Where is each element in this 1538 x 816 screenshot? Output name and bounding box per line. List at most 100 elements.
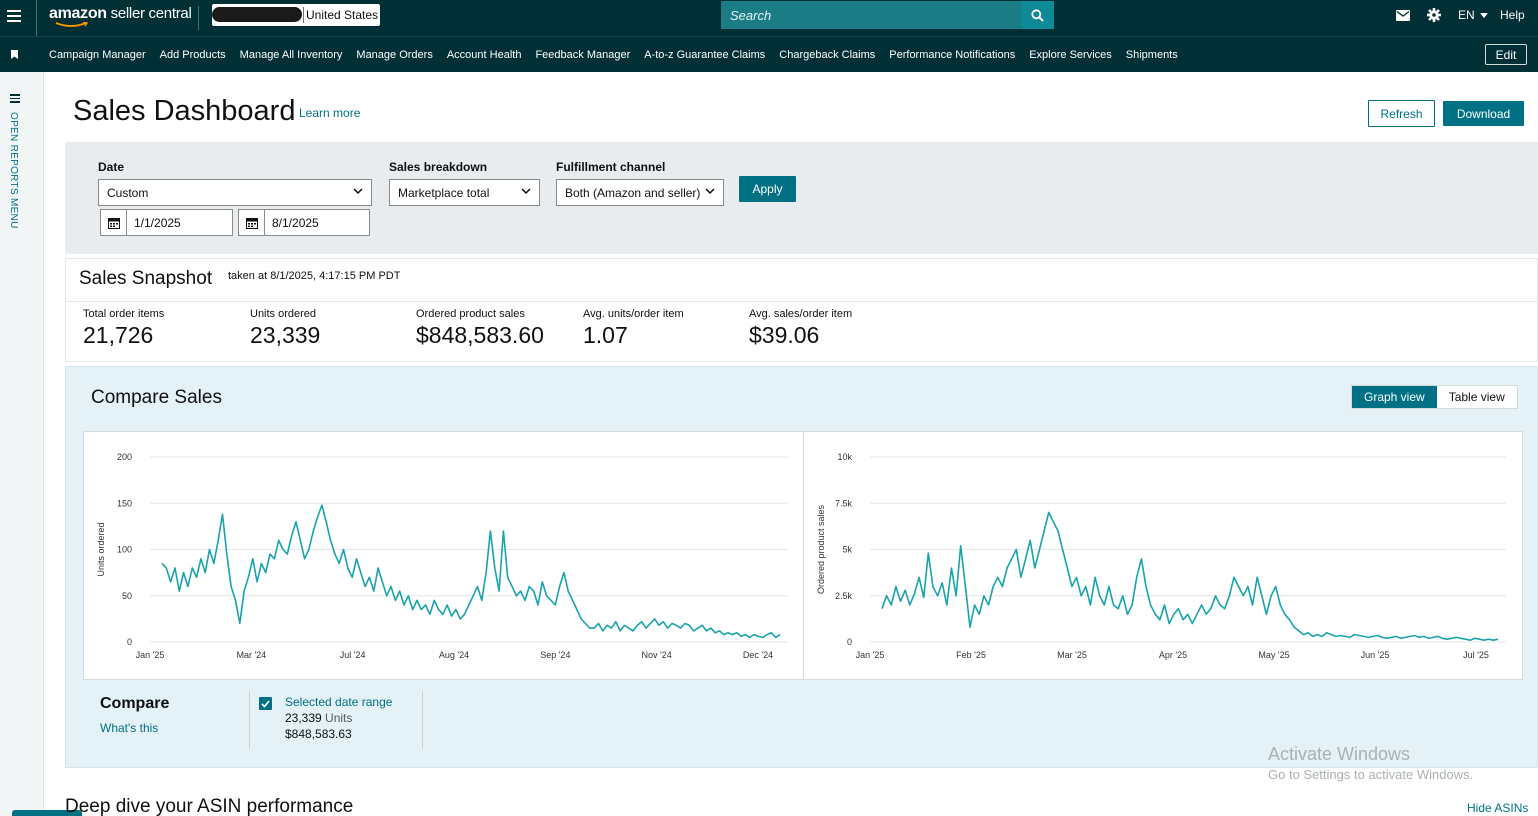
start-date-input[interactable]: 1/1/2025 [100, 209, 233, 236]
y-tick-label: 2.5k [835, 591, 853, 601]
rail-bottom-tab[interactable] [12, 810, 82, 816]
x-tick-label: Jul '25 [1463, 650, 1489, 660]
sales-breakdown-value: Marketplace total [398, 185, 490, 200]
metric-label: Avg. units/order item [583, 308, 684, 320]
activate-windows-subtext: Go to Settings to activate Windows. [1268, 767, 1474, 782]
nav-items: Campaign Manager Add Products Manage All… [42, 37, 1185, 73]
compare-sales-panel: Compare Sales Graph view Table view 0 50 1… [65, 366, 1538, 768]
end-date-input[interactable]: 8/1/2025 [238, 209, 370, 236]
x-tick-label: Feb '25 [956, 650, 986, 660]
compare-sales-title: Compare Sales [91, 387, 222, 408]
metric-label: Total order items [83, 308, 165, 320]
x-tick-label: Jan '25 [136, 650, 165, 660]
selected-date-range-box: Selected date range 23,339 Units $848,58… [249, 691, 423, 749]
selected-units-value: 23,339 [285, 711, 322, 725]
nav-item-account-health[interactable]: Account Health [446, 49, 522, 61]
x-tick-label: Aug '24 [439, 650, 469, 660]
x-tick-label: Mar '24 [236, 650, 266, 660]
sales-breakdown-label: Sales breakdown [389, 160, 488, 174]
date-label: Date [98, 160, 125, 174]
brand-amazon-text: amazon [49, 5, 107, 22]
gear-icon [1427, 8, 1441, 22]
metric-value: $848,583.60 [416, 322, 544, 348]
nav-item-manage-orders[interactable]: Manage Orders [356, 49, 433, 61]
refresh-button[interactable]: Refresh [1368, 100, 1435, 127]
nav-item-manage-inventory[interactable]: Manage All Inventory [239, 49, 343, 61]
hide-asins-link[interactable]: Hide ASINs [1467, 801, 1529, 815]
y-tick-label: 5k [842, 545, 852, 555]
ordered-product-sales-chart-svg: 0 2.5k 5k 7.5k 10k Ordered product sales Jan '… [816, 452, 1506, 660]
sales-snapshot-metrics: Total order items 21,726 Units ordered 2… [65, 302, 1538, 362]
sales-breakdown-select[interactable]: Marketplace total [389, 179, 540, 206]
selected-units: 23,339 Units [285, 711, 352, 725]
download-button[interactable]: Download [1443, 101, 1524, 126]
y-axis-label: Units ordered [96, 522, 106, 576]
reports-menu-icon[interactable] [10, 94, 20, 103]
table-view-button[interactable]: Table view [1448, 390, 1505, 404]
x-tick-label: Sep '24 [540, 650, 570, 660]
language-selector[interactable]: EN [1458, 0, 1488, 30]
apply-button[interactable]: Apply [739, 176, 796, 202]
nav-item-explore-services[interactable]: Explore Services [1029, 49, 1112, 61]
caret-down-icon [1479, 12, 1488, 18]
hamburger-menu-icon[interactable] [7, 10, 21, 22]
y-tick-label: 150 [117, 498, 132, 508]
page-title: Sales Dashboard [73, 95, 296, 127]
brand-logo[interactable]: amazon seller central [36, 0, 192, 36]
sales-snapshot-header: Sales Snapshot taken at 8/1/2025, 4:17:1… [65, 258, 1538, 302]
units-ordered-chart: 0 50 100 150 200 Units ordered Jan '25 Mar '24 J… [83, 431, 804, 680]
learn-more-link[interactable]: Learn more [299, 106, 361, 120]
edit-nav-button[interactable]: Edit [1485, 44, 1527, 65]
store-separator [303, 7, 304, 23]
metric-avg-sales-per-order: Avg. sales/order item $39.06 [749, 308, 852, 349]
search-icon [1031, 8, 1044, 22]
y-axis-label: Ordered product sales [816, 504, 826, 594]
chevron-down-icon [521, 188, 531, 195]
nav-item-add-products[interactable]: Add Products [159, 49, 226, 61]
y-tick-label: 10k [837, 452, 852, 462]
series-line [161, 504, 781, 639]
whats-this-link[interactable]: What's this [100, 721, 159, 735]
nav-item-feedback-manager[interactable]: Feedback Manager [535, 49, 631, 61]
help-link[interactable]: Help [1500, 8, 1525, 22]
view-toggle: Graph view Table view [1351, 385, 1518, 409]
selected-date-range-label[interactable]: Selected date range [285, 695, 393, 709]
date-range-select[interactable]: Custom [98, 179, 372, 206]
metric-value: 21,726 [83, 322, 154, 348]
store-selector[interactable]: United States [212, 4, 380, 26]
fulfillment-channel-select[interactable]: Both (Amazon and seller) [556, 179, 724, 206]
metric-value: 23,339 [250, 322, 321, 348]
x-tick-label: Apr '25 [1159, 650, 1187, 660]
graph-view-button[interactable]: Graph view [1352, 386, 1437, 408]
reports-menu-rail: OPEN REPORTS MENU [0, 72, 82, 816]
messages-button[interactable] [1396, 0, 1410, 30]
selected-sales-value: $848,583.63 [285, 727, 352, 741]
nav-item-campaign-manager[interactable]: Campaign Manager [49, 49, 146, 61]
top-bar: amazon seller central United States EN H… [0, 0, 1538, 36]
metric-value: $39.06 [749, 322, 820, 348]
compare-label: Compare [100, 695, 170, 712]
bookmark-icon[interactable] [11, 50, 18, 59]
sales-snapshot-title: Sales Snapshot [79, 268, 213, 289]
nav-item-performance-notifications[interactable]: Performance Notifications [889, 49, 1016, 61]
search-input[interactable] [721, 1, 1021, 29]
open-reports-menu-link[interactable]: OPEN REPORTS MENU [8, 112, 19, 229]
metric-label: Avg. sales/order item [749, 308, 853, 320]
start-date-value: 1/1/2025 [134, 215, 181, 230]
nav-item-shipments[interactable]: Shipments [1125, 49, 1178, 61]
settings-button[interactable] [1427, 0, 1441, 30]
nav-item-chargeback-claims[interactable]: Chargeback Claims [779, 49, 876, 61]
metric-label: Ordered product sales [416, 308, 525, 320]
fulfillment-channel-value: Both (Amazon and seller) [565, 185, 701, 200]
redacted-store-name [212, 7, 302, 22]
selected-date-range-checkbox[interactable] [259, 697, 272, 710]
nav-item-a-to-z-claims[interactable]: A-to-z Guarantee Claims [644, 49, 766, 61]
metric-label: Units ordered [250, 308, 317, 320]
search-button[interactable] [1021, 1, 1054, 29]
brand-seller-text: seller central [106, 5, 192, 22]
y-tick-label: 0 [127, 637, 132, 647]
calendar-icon[interactable] [101, 210, 127, 235]
y-tick-label: 100 [117, 545, 132, 555]
x-tick-label: Jan '25 [856, 650, 885, 660]
calendar-icon[interactable] [239, 210, 265, 235]
